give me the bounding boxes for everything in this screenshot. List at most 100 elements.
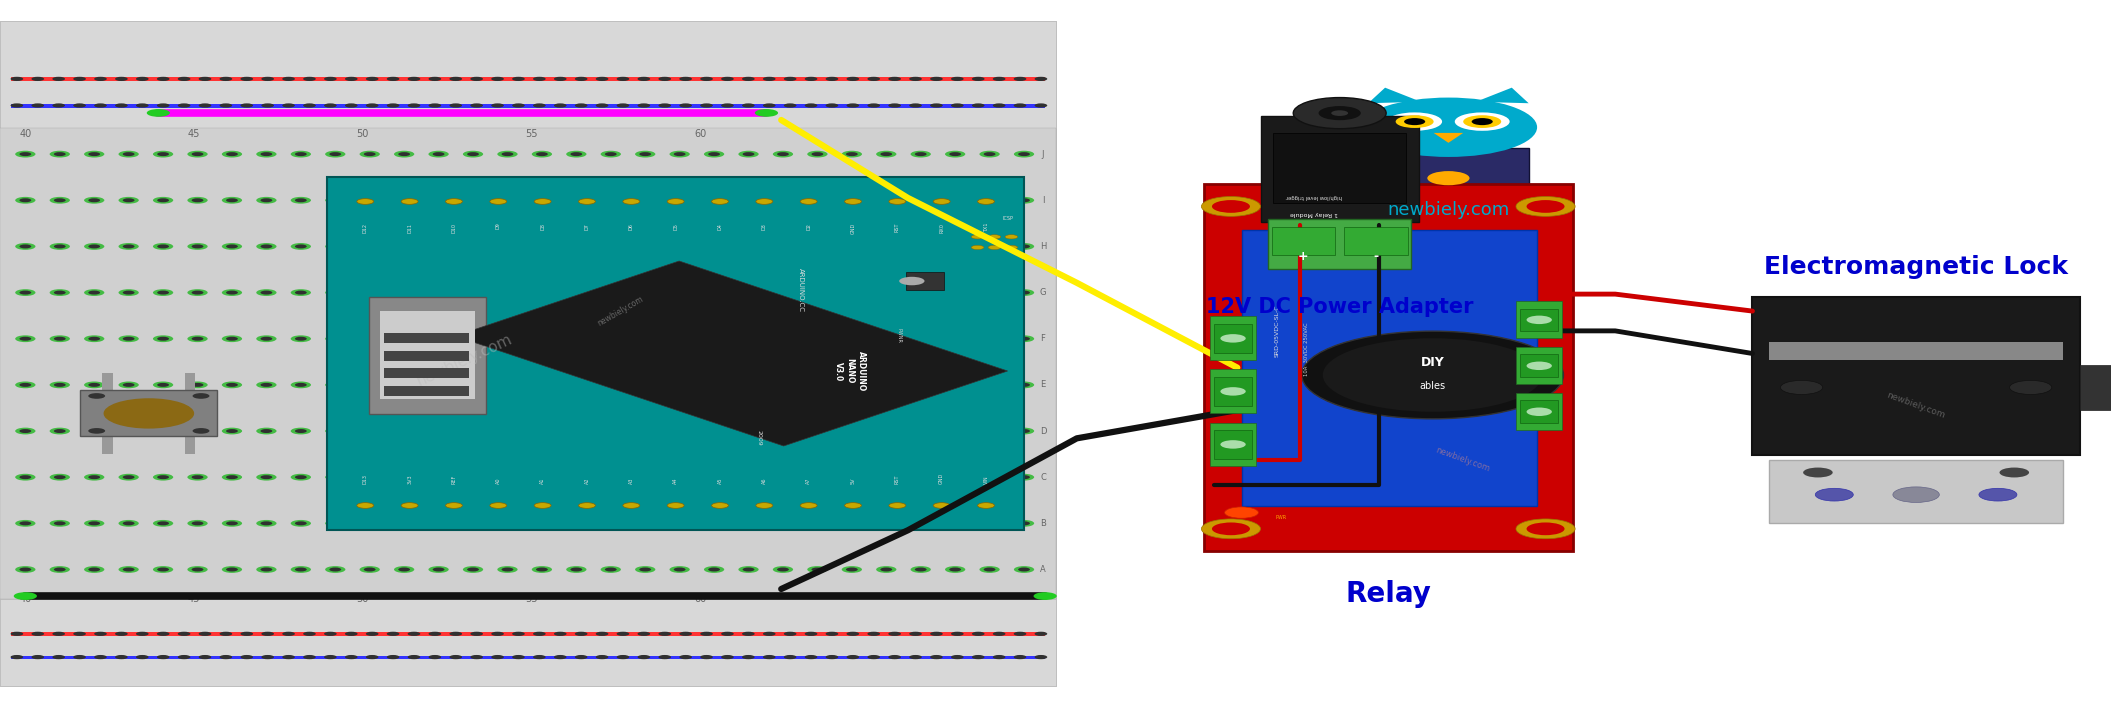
- Circle shape: [429, 428, 448, 434]
- Circle shape: [53, 632, 65, 636]
- Circle shape: [574, 655, 587, 659]
- Circle shape: [89, 475, 99, 479]
- Circle shape: [1527, 200, 1565, 213]
- Circle shape: [241, 655, 253, 659]
- Circle shape: [496, 474, 517, 481]
- Circle shape: [993, 103, 1005, 107]
- Circle shape: [177, 655, 190, 659]
- Circle shape: [910, 151, 931, 158]
- Circle shape: [847, 337, 857, 341]
- Circle shape: [532, 289, 551, 296]
- Circle shape: [188, 520, 207, 527]
- Circle shape: [553, 632, 566, 636]
- Bar: [1214, 430, 1252, 460]
- Circle shape: [296, 291, 306, 295]
- Circle shape: [15, 197, 36, 204]
- Circle shape: [19, 383, 32, 387]
- Circle shape: [118, 151, 139, 158]
- Text: RX0: RX0: [940, 223, 944, 233]
- Circle shape: [950, 655, 963, 659]
- Circle shape: [291, 474, 310, 481]
- Circle shape: [399, 521, 410, 525]
- Text: newbiely.com: newbiely.com: [596, 294, 644, 328]
- Circle shape: [192, 521, 203, 525]
- Circle shape: [847, 429, 857, 433]
- Circle shape: [429, 103, 441, 107]
- Circle shape: [845, 503, 862, 508]
- Circle shape: [55, 245, 65, 248]
- Text: GND: GND: [940, 473, 944, 484]
- Circle shape: [847, 291, 857, 295]
- Circle shape: [363, 475, 376, 479]
- Bar: [184, 436, 194, 454]
- Circle shape: [843, 566, 862, 573]
- Circle shape: [323, 655, 336, 659]
- Circle shape: [680, 655, 693, 659]
- Circle shape: [188, 474, 207, 481]
- Circle shape: [256, 335, 277, 342]
- Circle shape: [600, 382, 621, 388]
- Circle shape: [226, 152, 239, 156]
- Circle shape: [325, 566, 346, 573]
- Circle shape: [19, 568, 32, 571]
- Circle shape: [914, 337, 927, 341]
- Circle shape: [1202, 519, 1261, 539]
- Circle shape: [496, 335, 517, 342]
- Circle shape: [511, 632, 524, 636]
- Text: PWNR: PWNR: [895, 328, 902, 344]
- Circle shape: [708, 152, 720, 156]
- Circle shape: [395, 197, 414, 204]
- Circle shape: [889, 77, 902, 81]
- Circle shape: [777, 568, 790, 571]
- Circle shape: [640, 198, 650, 202]
- Circle shape: [15, 566, 36, 573]
- Text: F: F: [1041, 334, 1045, 343]
- Circle shape: [843, 382, 862, 388]
- Circle shape: [122, 291, 135, 295]
- Circle shape: [256, 520, 277, 527]
- Circle shape: [826, 632, 838, 636]
- Circle shape: [532, 197, 551, 204]
- Circle shape: [467, 383, 479, 387]
- Text: C: C: [1039, 473, 1045, 481]
- Circle shape: [703, 289, 724, 296]
- Circle shape: [703, 428, 724, 434]
- Circle shape: [429, 243, 448, 250]
- Circle shape: [51, 335, 70, 342]
- Bar: [0, 21, 1056, 686]
- Circle shape: [674, 291, 686, 295]
- Bar: [1242, 230, 1538, 506]
- Circle shape: [84, 197, 103, 204]
- Circle shape: [152, 382, 173, 388]
- Text: ARDUINO
NANO
V3.0: ARDUINO NANO V3.0: [834, 351, 866, 391]
- Circle shape: [152, 335, 173, 342]
- Circle shape: [51, 197, 70, 204]
- Circle shape: [712, 199, 729, 204]
- Circle shape: [490, 199, 507, 204]
- Circle shape: [811, 568, 824, 571]
- Circle shape: [1014, 474, 1035, 481]
- Circle shape: [401, 503, 418, 508]
- Circle shape: [1018, 291, 1031, 295]
- Circle shape: [950, 632, 963, 636]
- Circle shape: [74, 103, 87, 107]
- Circle shape: [496, 566, 517, 573]
- Circle shape: [463, 243, 484, 250]
- Circle shape: [800, 199, 817, 204]
- Circle shape: [826, 655, 838, 659]
- Circle shape: [944, 335, 965, 342]
- Circle shape: [490, 503, 507, 508]
- Circle shape: [777, 475, 790, 479]
- Circle shape: [199, 77, 211, 81]
- Circle shape: [1035, 655, 1048, 659]
- Circle shape: [323, 77, 336, 81]
- Circle shape: [429, 151, 448, 158]
- Circle shape: [395, 151, 414, 158]
- Circle shape: [553, 103, 566, 107]
- Circle shape: [773, 197, 794, 204]
- Circle shape: [566, 474, 587, 481]
- Circle shape: [984, 383, 995, 387]
- Circle shape: [876, 474, 895, 481]
- Circle shape: [84, 382, 103, 388]
- Circle shape: [743, 291, 754, 295]
